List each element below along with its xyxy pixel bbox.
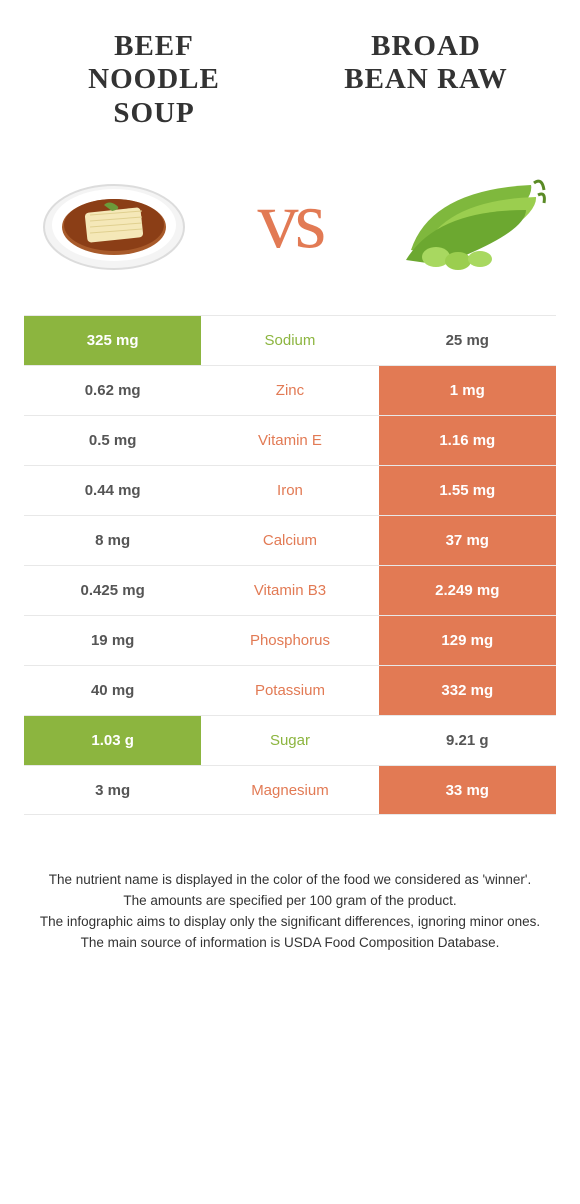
table-row: 3 mgMagnesium33 mg (24, 765, 556, 815)
table-row: 0.5 mgVitamin E1.16 mg (24, 415, 556, 465)
right-food-title: Broad bean raw (326, 30, 526, 97)
right-value: 1.55 mg (379, 466, 556, 515)
left-value: 1.03 g (24, 716, 201, 765)
right-value: 332 mg (379, 666, 556, 715)
left-value: 0.425 mg (24, 566, 201, 615)
right-value: 2.249 mg (379, 566, 556, 615)
nutrient-label: Calcium (201, 516, 378, 565)
left-value: 40 mg (24, 666, 201, 715)
right-value: 1 mg (379, 366, 556, 415)
images-row: vs (24, 130, 556, 315)
left-value: 0.44 mg (24, 466, 201, 515)
vs-label: vs (258, 173, 323, 267)
footer-notes: The nutrient name is displayed in the co… (24, 870, 556, 954)
right-value: 9.21 g (379, 716, 556, 765)
footer-line: The nutrient name is displayed in the co… (28, 870, 552, 891)
table-row: 325 mgSodium25 mg (24, 315, 556, 365)
footer-line: The infographic aims to display only the… (28, 912, 552, 933)
right-value: 25 mg (379, 316, 556, 365)
footer-line: The amounts are specified per 100 gram o… (28, 891, 552, 912)
infographic-container: Beef noodle soup Broad bean raw vs (0, 0, 580, 974)
footer-line: The main source of information is USDA F… (28, 933, 552, 954)
left-value: 19 mg (24, 616, 201, 665)
right-value: 33 mg (379, 766, 556, 814)
table-row: 0.425 mgVitamin B32.249 mg (24, 565, 556, 615)
right-food-image (386, 155, 546, 285)
table-row: 1.03 gSugar9.21 g (24, 715, 556, 765)
table-row: 0.62 mgZinc1 mg (24, 365, 556, 415)
nutrient-label: Vitamin E (201, 416, 378, 465)
table-row: 8 mgCalcium37 mg (24, 515, 556, 565)
right-value: 1.16 mg (379, 416, 556, 465)
right-value: 129 mg (379, 616, 556, 665)
table-row: 19 mgPhosphorus129 mg (24, 615, 556, 665)
nutrient-label: Magnesium (201, 766, 378, 814)
left-value: 8 mg (24, 516, 201, 565)
nutrient-label: Vitamin B3 (201, 566, 378, 615)
right-value: 37 mg (379, 516, 556, 565)
table-row: 40 mgPotassium332 mg (24, 665, 556, 715)
left-value: 0.62 mg (24, 366, 201, 415)
left-value: 3 mg (24, 766, 201, 814)
left-food-image (34, 155, 194, 285)
nutrient-label: Phosphorus (201, 616, 378, 665)
nutrient-label: Sodium (201, 316, 378, 365)
nutrient-label: Iron (201, 466, 378, 515)
nutrient-label: Potassium (201, 666, 378, 715)
left-value: 325 mg (24, 316, 201, 365)
nutrient-label: Sugar (201, 716, 378, 765)
left-value: 0.5 mg (24, 416, 201, 465)
table-row: 0.44 mgIron1.55 mg (24, 465, 556, 515)
left-food-title: Beef noodle soup (54, 30, 254, 130)
header: Beef noodle soup Broad bean raw (24, 30, 556, 130)
nutrient-label: Zinc (201, 366, 378, 415)
nutrient-table: 325 mgSodium25 mg0.62 mgZinc1 mg0.5 mgVi… (24, 315, 556, 815)
